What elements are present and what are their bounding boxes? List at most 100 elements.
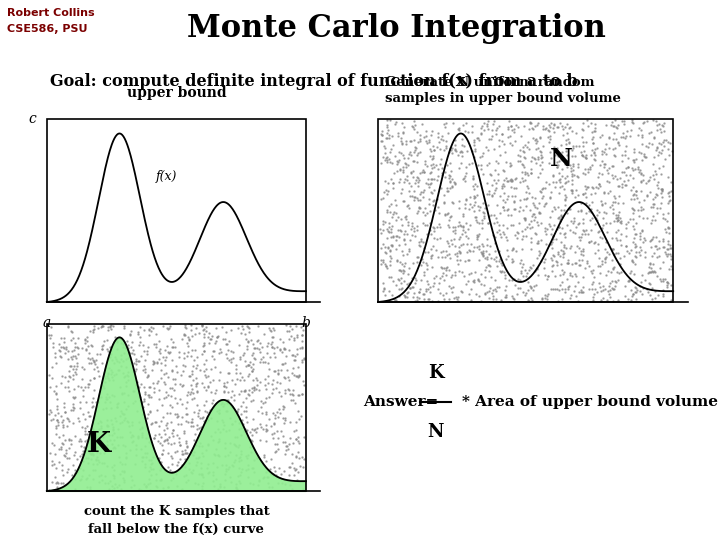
Point [619,292,631,300]
Point [175,420,186,429]
Point [287,368,298,377]
Point [387,132,398,140]
Point [220,335,231,344]
Point [525,284,536,292]
Point [490,239,501,247]
Point [418,167,430,176]
Point [477,249,489,258]
Point [243,323,255,332]
Point [551,258,562,267]
Point [239,424,251,433]
Point [186,418,198,427]
Point [159,355,171,364]
Point [428,146,440,154]
Point [215,395,227,404]
Point [415,135,426,144]
Point [438,120,450,129]
Point [519,141,531,150]
Point [546,206,558,215]
Point [108,466,120,475]
Point [415,260,426,269]
Point [257,424,269,433]
Point [478,211,490,220]
Point [140,433,152,442]
Point [251,428,262,436]
Point [68,394,80,403]
Point [132,356,144,365]
Point [127,345,139,354]
Point [411,194,423,202]
Point [582,165,593,174]
Point [541,230,552,238]
Point [501,205,513,214]
Point [186,376,198,384]
Point [120,453,132,462]
Point [618,177,629,186]
Point [217,334,229,343]
Point [274,379,286,388]
Point [228,396,240,404]
Point [612,211,624,220]
Point [641,191,652,200]
Point [636,155,648,164]
Point [659,225,670,234]
Point [281,486,292,495]
Point [602,166,613,174]
Point [203,339,215,347]
Point [603,266,614,275]
Point [50,389,62,397]
Point [256,402,267,411]
Point [130,357,142,366]
Point [428,282,439,291]
Point [628,174,639,183]
Point [513,218,524,227]
Point [382,226,394,235]
Point [402,150,414,159]
Point [539,184,550,193]
Point [424,225,436,234]
Point [161,435,173,443]
Point [584,285,595,293]
Point [117,410,128,418]
Point [87,475,99,483]
Point [191,387,202,395]
Point [546,225,558,234]
Point [431,195,443,204]
Point [79,415,91,423]
Point [641,213,652,222]
Point [556,211,567,219]
Point [573,233,585,241]
Point [538,258,549,266]
Point [138,347,150,355]
Point [577,288,588,296]
Point [420,259,432,267]
Point [566,242,577,251]
Point [414,241,426,249]
Point [509,204,521,213]
Point [637,238,649,246]
Point [237,397,248,406]
Point [194,366,206,375]
Point [627,119,639,127]
Point [138,362,150,370]
Point [603,164,615,172]
Point [421,220,433,229]
Point [190,363,202,372]
Point [387,210,398,218]
Point [97,322,109,330]
Point [375,244,387,253]
Point [128,359,140,367]
Point [240,412,252,421]
Point [454,255,465,264]
Point [482,124,494,133]
Point [106,391,117,400]
Point [648,267,660,275]
Point [296,453,307,461]
Point [106,366,117,375]
Point [438,145,450,154]
Point [480,273,491,282]
Point [121,371,132,380]
Point [230,364,242,373]
Point [244,358,256,367]
Point [120,362,132,371]
